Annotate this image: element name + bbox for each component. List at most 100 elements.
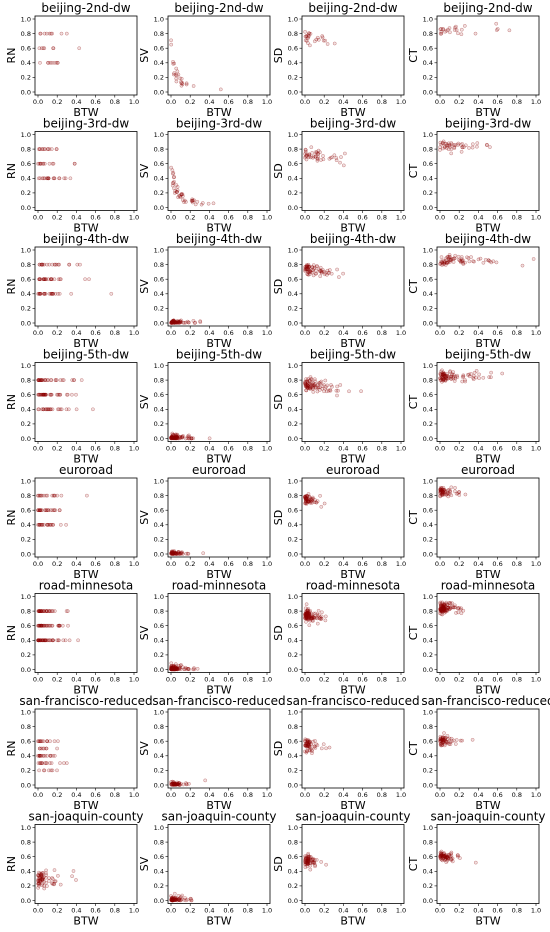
data-point: [49, 392, 53, 397]
subplot-title: euroroad: [326, 463, 380, 477]
y-tick-label: 0.4: [288, 290, 298, 298]
data-point: [75, 262, 80, 267]
data-point: [176, 321, 181, 325]
data-point: [456, 853, 460, 858]
data-point: [303, 152, 307, 156]
y-axis-label: CT: [407, 279, 420, 294]
x-tick-label: 0.2: [454, 676, 464, 684]
data-point: [171, 435, 176, 440]
data-point: [475, 141, 480, 145]
data-point: [45, 522, 50, 527]
y-tick-label: 0.8: [288, 145, 298, 153]
x-tick-label: 0.8: [110, 791, 120, 799]
x-tick-label: 0.8: [243, 791, 253, 799]
data-point: [48, 60, 53, 65]
subplot-title: san-francisco-reduced: [19, 694, 152, 708]
data-point: [44, 277, 48, 282]
data-point: [43, 392, 48, 397]
data-point: [41, 392, 45, 397]
data-point: [64, 31, 69, 36]
data-point: [471, 259, 475, 264]
data-point: [47, 768, 51, 773]
x-tick-label: 0.6: [90, 445, 100, 453]
x-tick-label: 0.4: [71, 329, 81, 337]
data-point: [74, 878, 78, 882]
data-point: [173, 435, 177, 440]
y-tick-label: 1.0: [21, 593, 31, 601]
data-point: [36, 378, 41, 382]
data-point: [441, 146, 445, 151]
x-tick-label: 0.6: [223, 214, 233, 222]
data-point: [323, 378, 328, 383]
data-point: [169, 436, 173, 440]
data-point: [43, 392, 47, 397]
data-point: [171, 319, 176, 324]
data-point: [176, 319, 181, 324]
data-point: [459, 611, 464, 616]
data-point: [59, 493, 64, 498]
data-point: [199, 202, 204, 207]
data-point: [45, 262, 49, 267]
data-point: [180, 82, 185, 87]
data-point: [461, 374, 466, 379]
x-tick-label: 0.6: [492, 214, 502, 222]
y-tick-label: 0.2: [423, 651, 433, 659]
data-point: [169, 436, 174, 441]
y-tick-label: 0.8: [423, 607, 433, 615]
x-tick-label: 0.2: [319, 676, 329, 684]
data-point: [170, 321, 175, 325]
data-point: [313, 379, 317, 384]
data-point: [55, 60, 60, 65]
data-point: [303, 738, 308, 743]
data-point: [321, 38, 326, 43]
data-point: [318, 265, 323, 270]
data-point: [51, 161, 56, 166]
data-point: [316, 608, 321, 613]
data-point: [460, 145, 465, 150]
y-tick-label: 0.8: [288, 723, 298, 731]
data-point: [170, 320, 174, 325]
data-point: [66, 623, 70, 628]
data-point: [462, 145, 466, 149]
y-tick-label: 0.6: [288, 276, 298, 284]
data-point: [38, 60, 42, 65]
data-point: [58, 407, 63, 412]
data-point: [170, 898, 175, 903]
data-point: [171, 72, 176, 77]
x-tick-label: 0.0: [435, 676, 445, 684]
data-point: [477, 372, 481, 377]
data-point: [176, 319, 180, 324]
data-point: [72, 378, 76, 382]
data-point: [169, 435, 174, 439]
data-point: [172, 191, 177, 195]
y-tick-label: 0.6: [423, 853, 433, 861]
x-tick-label: 0.4: [338, 676, 348, 684]
y-tick-label: 0.2: [154, 767, 164, 775]
x-tick-label: 1.0: [531, 98, 541, 106]
y-tick-label: 0.8: [154, 492, 164, 500]
data-point: [191, 198, 195, 203]
data-point: [201, 551, 206, 556]
data-point: [179, 81, 184, 86]
data-point: [454, 738, 459, 742]
data-point: [440, 141, 445, 145]
data-point: [307, 154, 312, 158]
data-point: [58, 392, 62, 397]
data-point: [308, 31, 313, 36]
data-point: [439, 377, 444, 382]
data-point: [58, 378, 63, 382]
x-axis-label: BTW: [73, 915, 98, 928]
data-point: [38, 291, 43, 296]
data-point: [175, 188, 180, 193]
y-axis-label: SD: [272, 741, 285, 756]
data-point: [308, 43, 312, 48]
data-point: [66, 407, 71, 412]
data-point: [347, 389, 351, 394]
data-point: [67, 262, 72, 267]
data-point: [51, 176, 56, 181]
data-point: [306, 738, 311, 743]
data-point: [459, 143, 463, 147]
subplot-road-minnesota-ct: road-minnesota 0.0 0.2 0.4 0.6 0.8 1.0 0.0 0.2 0.…: [407, 579, 541, 697]
data-point: [494, 28, 499, 32]
